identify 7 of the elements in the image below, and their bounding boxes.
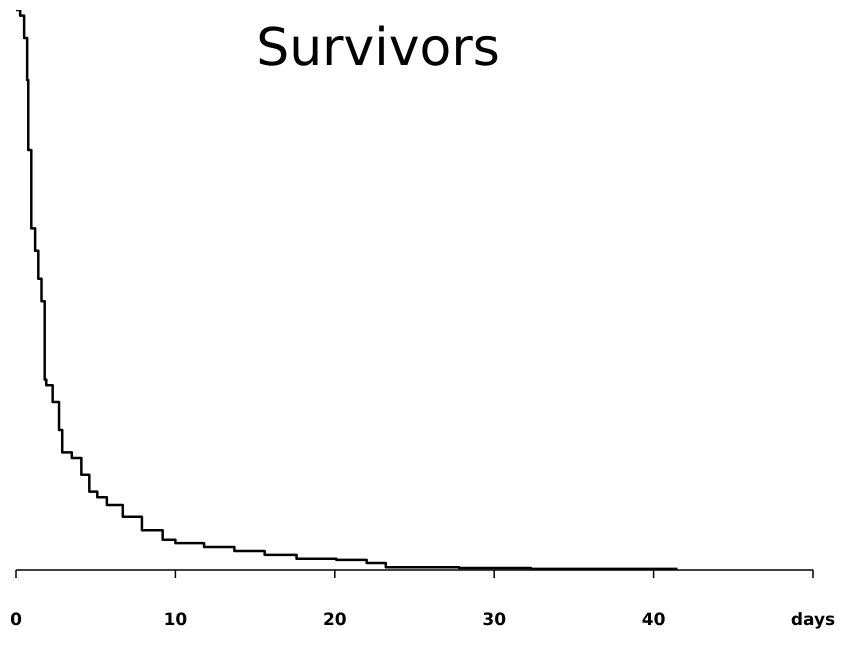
x-tick-label: 30 <box>482 610 506 630</box>
x-tick-label: 0 <box>10 610 22 630</box>
x-tick-label: days <box>790 610 836 630</box>
x-tick-label: 10 <box>164 610 188 630</box>
x-tick-label: 40 <box>642 610 666 630</box>
x-tick-label: 20 <box>322 610 347 630</box>
chart-title: Survivors <box>255 18 501 78</box>
